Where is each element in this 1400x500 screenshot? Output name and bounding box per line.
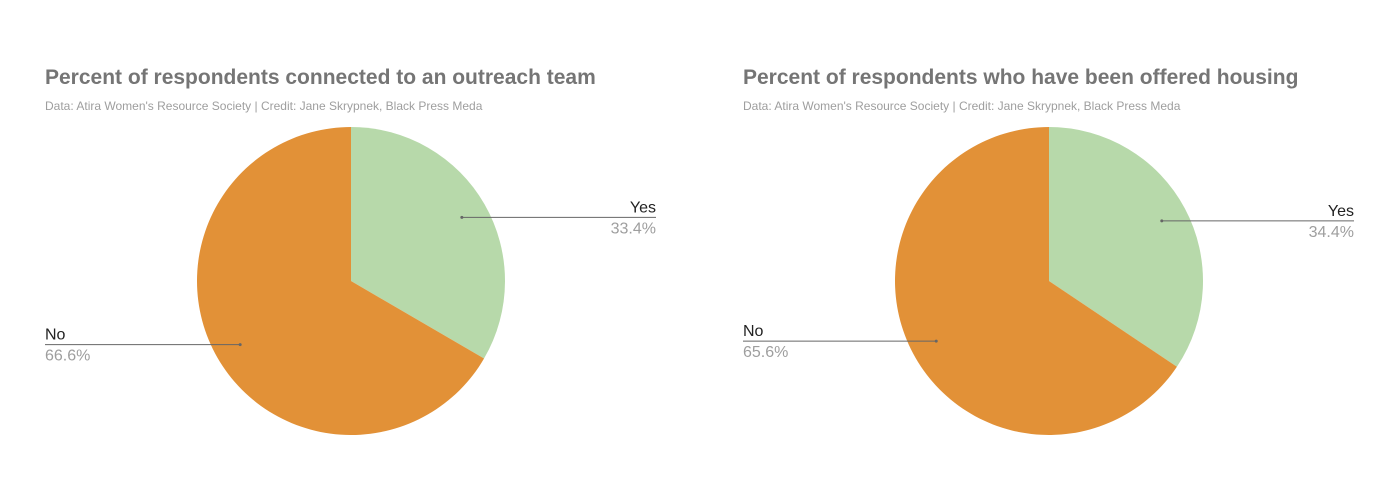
slice-percent-no: 65.6% <box>743 344 788 361</box>
pie-slice-yes <box>351 127 506 359</box>
leader-dot-no <box>238 343 242 347</box>
slice-label-no: No <box>743 323 764 340</box>
slice-label-yes: Yes <box>630 199 656 216</box>
chart-subtitle: Data: Atira Women's Resource Society | C… <box>743 99 1181 113</box>
slice-label-yes: Yes <box>1328 203 1354 220</box>
leader-dot-yes <box>460 215 464 219</box>
slice-percent-yes: 33.4% <box>611 220 656 237</box>
chart-title: Percent of respondents connected to an o… <box>45 66 596 89</box>
pie-slice-yes <box>1049 127 1203 367</box>
pie-slice-no <box>197 127 485 435</box>
leader-dot-yes <box>1160 219 1164 223</box>
leader-dot-no <box>934 339 938 343</box>
pie-slice-no <box>895 127 1177 435</box>
chart-subtitle: Data: Atira Women's Resource Society | C… <box>45 99 483 113</box>
slice-percent-no: 66.6% <box>45 348 90 365</box>
pie-chart-housing: Yes 34.4% No 65.6% <box>743 127 1354 435</box>
chart-panel-outreach: Percent of respondents connected to an o… <box>45 66 656 435</box>
chart-title: Percent of respondents who have been off… <box>743 66 1299 89</box>
pie-chart-outreach: Yes 33.4% No 66.6% <box>45 127 656 435</box>
slice-label-no: No <box>45 327 66 344</box>
slice-percent-yes: 34.4% <box>1309 224 1354 241</box>
chart-panel-housing: Percent of respondents who have been off… <box>698 0 1398 500</box>
